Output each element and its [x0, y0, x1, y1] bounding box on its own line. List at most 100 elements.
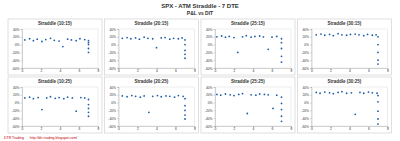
- tick-label: -60%: [108, 125, 116, 129]
- tick: -60%: [205, 125, 215, 129]
- tick-label: -60%: [108, 67, 116, 71]
- tick-mark: [117, 103, 119, 104]
- tick-mark: [21, 95, 23, 96]
- tick: 6: [272, 68, 274, 73]
- point: [84, 39, 86, 41]
- panel: Straddle (20:25)-60%-40%-20%0%20%40%0246…: [105, 77, 199, 133]
- tick-label: 2: [137, 69, 139, 73]
- point: [228, 36, 230, 38]
- point: [254, 36, 256, 38]
- plot-frame: [312, 87, 388, 126]
- tick: -60%: [108, 125, 118, 129]
- tick-mark: [21, 45, 23, 46]
- point: [84, 97, 86, 99]
- tick-mark: [310, 95, 312, 96]
- point: [139, 38, 141, 40]
- panel-frame: [8, 19, 102, 75]
- point: [75, 110, 77, 112]
- point: [375, 34, 377, 36]
- tick: 4: [349, 126, 351, 131]
- tick-label: 0: [311, 69, 313, 73]
- tick: -40%: [108, 59, 118, 63]
- tick: 4: [60, 126, 62, 131]
- tick-label: 40%: [13, 28, 20, 32]
- point: [368, 91, 370, 93]
- point: [267, 48, 269, 50]
- x-axis: 02468: [311, 126, 389, 131]
- y-axis: -60%-40%-20%0%20%40%: [12, 28, 23, 71]
- axis-line: [214, 88, 216, 127]
- point: [324, 91, 326, 93]
- point: [88, 48, 90, 50]
- tick-label: -20%: [205, 51, 213, 55]
- tick-label: -20%: [301, 51, 309, 55]
- axis-line: [117, 30, 119, 69]
- point: [233, 37, 235, 39]
- tick-label: -20%: [108, 109, 116, 113]
- point: [184, 114, 186, 116]
- panel-frame: [298, 19, 392, 75]
- point: [54, 97, 56, 99]
- point: [341, 91, 343, 93]
- panel-frame: [298, 77, 392, 133]
- point: [50, 37, 52, 39]
- point: [88, 111, 90, 113]
- point: [346, 92, 348, 94]
- point: [80, 97, 82, 99]
- axis-line: [214, 30, 216, 69]
- tick-label: 40%: [302, 28, 309, 32]
- panel: Straddle (10:15)-60%-40%-20%0%20%40%0246…: [8, 19, 102, 75]
- tick-label: -20%: [301, 109, 309, 113]
- tick-label: -40%: [205, 59, 213, 63]
- tick: 0: [311, 126, 313, 131]
- point: [276, 36, 278, 38]
- x-axis: 02468: [22, 126, 100, 131]
- point: [377, 44, 379, 46]
- point: [148, 111, 150, 113]
- tick: 20%: [206, 93, 215, 97]
- tick: 6: [79, 68, 81, 73]
- tick-label: 4: [349, 127, 351, 131]
- point: [377, 63, 379, 65]
- point: [126, 96, 128, 98]
- tick: 0%: [304, 43, 311, 47]
- tick-label: 40%: [302, 86, 309, 90]
- point: [220, 94, 222, 96]
- point: [88, 44, 90, 46]
- tick: 8: [98, 68, 100, 73]
- tick-label: 40%: [109, 86, 116, 90]
- tick-mark: [310, 45, 312, 46]
- tick: 0%: [111, 101, 118, 105]
- point: [184, 39, 186, 41]
- plot-frame: [22, 29, 98, 68]
- tick-mark: [310, 37, 312, 38]
- point: [319, 92, 321, 94]
- tick: 0%: [208, 43, 215, 47]
- point: [281, 109, 283, 111]
- tick-label: 0%: [15, 43, 20, 47]
- point: [53, 39, 55, 41]
- point: [62, 46, 64, 48]
- panel: Straddle (25:15)-60%-40%-20%0%20%40%0246…: [201, 19, 295, 75]
- tick-label: -60%: [205, 125, 213, 129]
- tick: 6: [175, 68, 177, 73]
- title: SPX - ATM Straddle - 7 DTE: [161, 3, 239, 9]
- point: [377, 118, 379, 120]
- tick-label: 0: [22, 127, 24, 131]
- point: [315, 34, 317, 36]
- point: [237, 52, 239, 54]
- point: [41, 109, 43, 111]
- plot-frame: [119, 87, 195, 126]
- tick: 20%: [206, 35, 215, 39]
- point: [169, 95, 171, 97]
- point: [121, 95, 123, 97]
- tick-mark: [21, 118, 23, 119]
- tick: 40%: [206, 86, 215, 90]
- tick-label: 6: [79, 69, 81, 73]
- tick-mark: [21, 60, 23, 61]
- tick-mark: [214, 29, 216, 30]
- point: [184, 118, 186, 120]
- point: [281, 42, 283, 44]
- axis-line: [310, 30, 312, 69]
- point: [50, 96, 52, 98]
